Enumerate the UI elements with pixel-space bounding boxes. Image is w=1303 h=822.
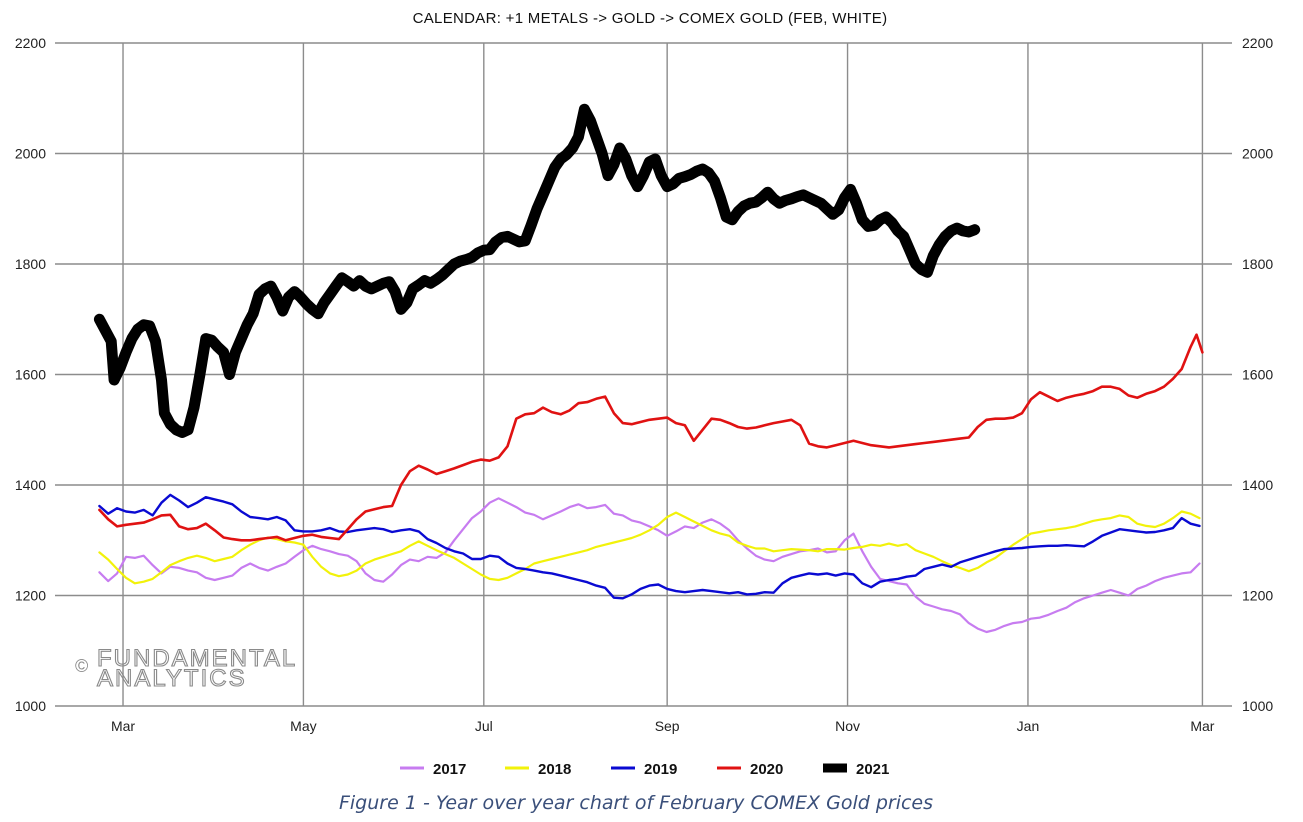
x-tick-label: May (290, 718, 316, 734)
y-tick-label: 2200 (15, 35, 46, 51)
y-tick-label: 1400 (15, 477, 46, 493)
legend-label-2019: 2019 (644, 761, 677, 778)
y-tick-label-right: 1600 (1242, 367, 1273, 383)
legend-label-2020: 2020 (750, 761, 783, 778)
chart-title: CALENDAR: +1 METALS -> GOLD -> COMEX GOL… (413, 10, 888, 27)
series-line-2020 (98, 333, 1204, 542)
svg-text:©: © (75, 656, 90, 676)
svg-text:FUNDAMENTAL: FUNDAMENTAL (97, 645, 297, 672)
y-tick-label-right: 1200 (1242, 588, 1273, 604)
figure-caption: Figure 1 - Year over year chart of Febru… (338, 792, 934, 814)
y-tick-label-right: 2000 (1242, 146, 1273, 162)
svg-text:ANALYTICS: ANALYTICS (97, 665, 247, 692)
y-tick-label-right: 1000 (1242, 698, 1273, 714)
series-layer (93, 103, 1204, 634)
y-tick-label: 1000 (15, 698, 46, 714)
x-tick-label: Mar (111, 718, 135, 734)
watermark: © FUNDAMENTAL ANALYTICS (75, 644, 297, 692)
x-tick-label: Jan (1017, 718, 1040, 734)
legend: 2017 2018 2019 2020 2021 (400, 761, 889, 778)
grid-layer (55, 42, 1232, 707)
legend-label-2018: 2018 (538, 761, 571, 778)
y-axis-right: 1000 1200 1400 1600 1800 2000 2200 (1242, 35, 1273, 714)
series-line-2018 (98, 510, 1201, 585)
y-tick-label: 1800 (15, 256, 46, 272)
y-tick-label: 1600 (15, 367, 46, 383)
legend-label-2021: 2021 (856, 761, 889, 778)
y-tick-label-right: 2200 (1242, 35, 1273, 51)
x-tick-label: Jul (475, 718, 493, 734)
series-line-2017 (98, 497, 1201, 634)
y-tick-label: 2000 (15, 146, 46, 162)
x-axis: Mar May Jul Sep Nov Jan Mar (111, 718, 1215, 734)
series-line-2021 (93, 103, 981, 438)
x-tick-label: Mar (1190, 718, 1214, 734)
y-tick-label-right: 1400 (1242, 477, 1273, 493)
y-axis-left: 1000 1200 1400 1600 1800 2000 2200 (15, 35, 46, 714)
y-tick-label: 1200 (15, 588, 46, 604)
series-line-2019 (98, 493, 1201, 600)
x-tick-label: Nov (835, 718, 860, 734)
x-tick-label: Sep (655, 718, 680, 734)
legend-label-2017: 2017 (433, 761, 466, 778)
y-tick-label-right: 1800 (1242, 256, 1273, 272)
